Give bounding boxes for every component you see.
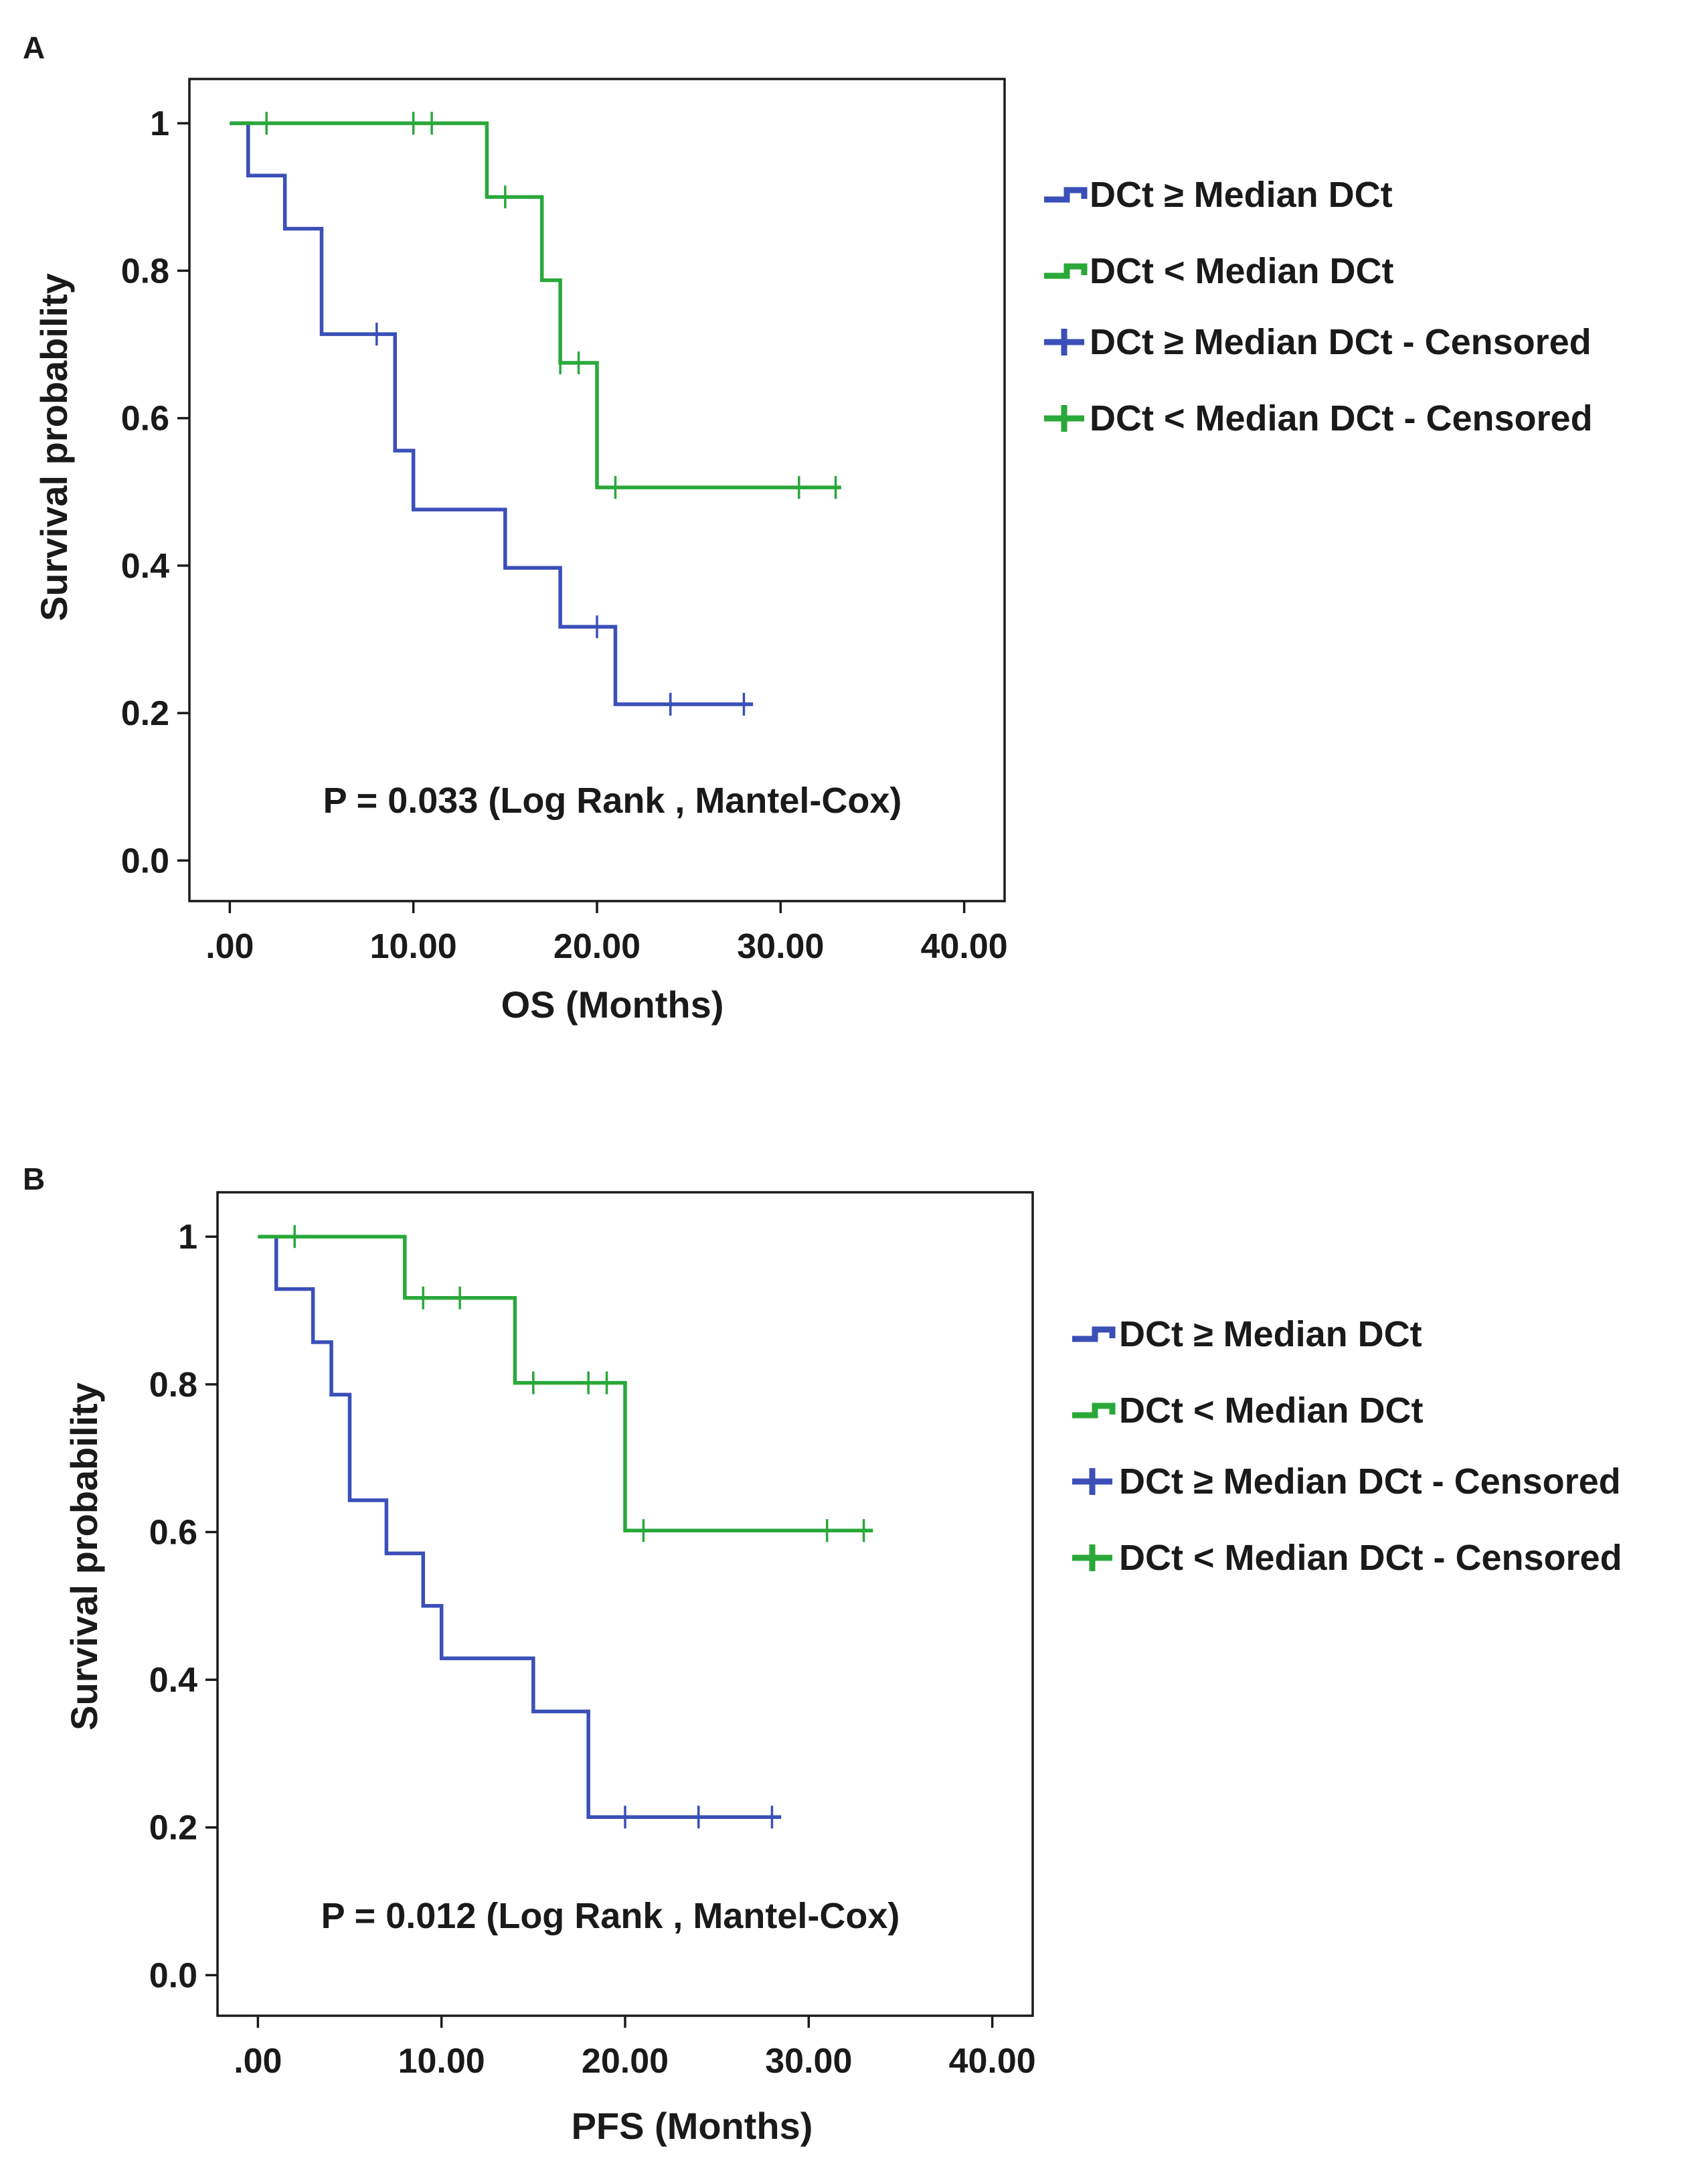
survival-curve-lt-median-b [258, 1234, 873, 1532]
legend-step-glyph [1072, 1403, 1116, 1419]
x-tick-label: 40.00 [949, 2042, 1036, 2081]
legend-label-ge-median-b: DCt ≥ Median DCt [1119, 1314, 1422, 1354]
x-tick-label: 10.00 [398, 2042, 485, 2081]
legend-symbol-lt-median-b [1072, 1403, 1116, 1419]
y-tick-label: 0.6 [121, 400, 169, 438]
p-value-annotation-a: P = 0.033 (Log Rank , Mantel-Cox) [323, 781, 902, 821]
legend-a: DCt ≥ Median DCt DCt < Median DCt DCt ≥ … [1044, 175, 1593, 438]
legend-label-ge-median-censored-b: DCt ≥ Median DCt - Censored [1119, 1461, 1621, 1502]
legend-symbol-ge-median-censored-b [1072, 1468, 1112, 1495]
x-axis-b: .00 10.00 20.00 30.00 40.00 [234, 2016, 1036, 2081]
legend-symbol-lt-median-a [1044, 263, 1088, 279]
y-tick-label: 0.2 [121, 694, 169, 733]
y-tick-label: 0.8 [121, 252, 169, 291]
legend-b: DCt ≥ Median DCt DCt < Median DCt DCt ≥ … [1072, 1314, 1622, 1578]
y-tick-label: 0.6 [149, 1513, 197, 1552]
legend-symbol-lt-median-censored-a [1044, 405, 1084, 432]
legend-symbol-ge-median-a [1044, 187, 1088, 203]
x-tick-label: 20.00 [553, 927, 640, 966]
panel-label-b: B [23, 1162, 45, 1196]
plot-frame-b [216, 1191, 1034, 2017]
survival-curves-b [258, 1225, 873, 1829]
survival-curve-ge-median-a [230, 121, 754, 706]
x-tick-label: .00 [205, 927, 254, 966]
legend-label-ge-median-a: DCt ≥ Median DCt [1090, 175, 1393, 215]
legend-symbol-lt-median-censored-b [1072, 1544, 1112, 1571]
y-tick-label: 0.0 [121, 842, 169, 880]
x-tick-label: 30.00 [765, 2042, 852, 2081]
legend-label-ge-median-censored-a: DCt ≥ Median DCt - Censored [1090, 322, 1592, 362]
x-tick-label: 40.00 [921, 927, 1008, 966]
survival-curve-ge-median-b [258, 1234, 782, 1820]
x-axis-title-a: OS (Months) [501, 983, 724, 1026]
y-tick-label: 0.2 [149, 1809, 197, 1848]
x-tick-label: .00 [234, 2042, 282, 2081]
survival-curves-a [230, 112, 841, 716]
legend-label-lt-median-censored-b: DCt < Median DCt - Censored [1119, 1538, 1622, 1578]
legend-step-glyph [1044, 263, 1088, 279]
panel-label-a: A [23, 30, 45, 65]
x-tick-label: 20.00 [582, 2042, 669, 2081]
y-axis-b: 0.0 0.2 0.4 0.6 0.8 1 [149, 1218, 218, 1995]
x-tick-label: 30.00 [737, 927, 824, 966]
y-tick-label: 1 [178, 1218, 197, 1257]
x-axis-a: .00 10.00 20.00 30.00 40.00 [205, 901, 1008, 966]
y-tick-label: 0.0 [149, 1956, 197, 1995]
y-axis-title-a: Survival probability [33, 273, 75, 621]
y-tick-label: 0.4 [149, 1661, 197, 1700]
panel-b: B .00 10.00 20.00 30.00 40.00 0.00.20.40.60.… [23, 1162, 1622, 2147]
legend-label-lt-median-b: DCt < Median DCt [1119, 1390, 1424, 1431]
legend-label-lt-median-a: DCt < Median DCt [1090, 251, 1394, 291]
legend-symbol-ge-median-censored-a [1044, 329, 1084, 355]
p-value-annotation-b: P = 0.012 (Log Rank , Mantel-Cox) [321, 1896, 900, 1936]
x-axis-title-b: PFS (Months) [572, 2105, 813, 2147]
y-tick-label: 0.8 [149, 1366, 197, 1405]
y-tick-label: 0.4 [121, 547, 169, 586]
y-axis-title-b: Survival probability [63, 1382, 105, 1731]
legend-symbol-ge-median-b [1072, 1326, 1116, 1342]
legend-step-glyph [1044, 187, 1088, 203]
legend-label-lt-median-censored-a: DCt < Median DCt - Censored [1090, 398, 1593, 438]
x-tick-label: 10.00 [370, 927, 457, 966]
survival-curve-lt-median-a [230, 121, 841, 489]
y-tick-label: 1 [150, 104, 169, 143]
plot-frame-a [188, 78, 1006, 902]
legend-step-glyph [1072, 1326, 1116, 1342]
y-axis-a: 0.0 0.2 0.4 0.6 0.8 1 [121, 104, 189, 880]
panel-a: A .00 10.00 20.00 30.00 40.00 0.00.20.40.60.… [23, 30, 1593, 1026]
